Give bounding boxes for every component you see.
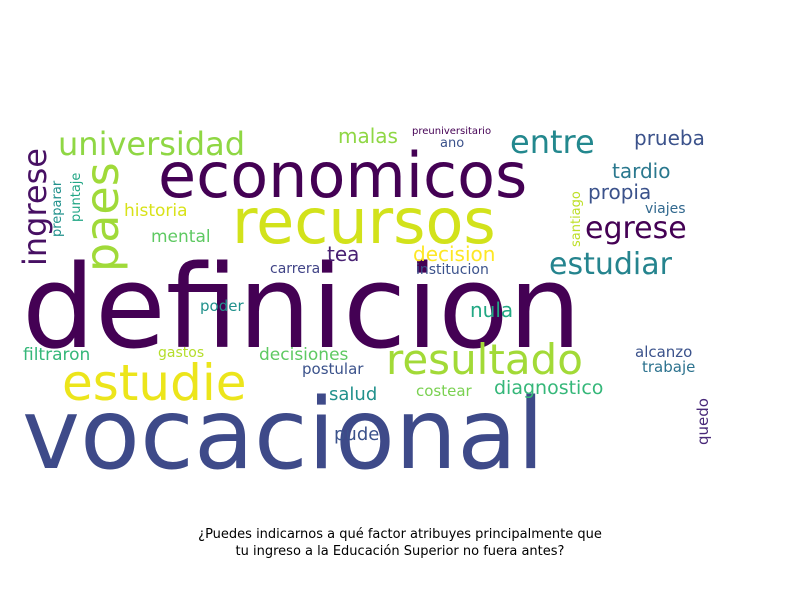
word-estudie: estudie — [62, 354, 247, 412]
word-postular: postular — [302, 360, 364, 378]
word-filtraron: filtraron — [23, 345, 90, 365]
word-diagnostico: diagnostico — [494, 377, 603, 399]
word-ingrese: ingrese — [16, 148, 54, 266]
word-poder: poder — [200, 297, 244, 315]
word-ano: ano — [440, 136, 464, 151]
word-carrera: carrera — [270, 261, 320, 277]
word-egrese: egrese — [585, 211, 687, 246]
word-universidad: universidad — [58, 125, 245, 163]
word-definicion: definicion — [22, 241, 581, 375]
word-puntaje: puntaje — [69, 173, 84, 222]
word-mental: mental — [151, 227, 211, 247]
word-alcanzo: alcanzo — [635, 343, 692, 361]
word-propia: propia — [588, 180, 651, 204]
caption-line-2: tu ingreso a la Educación Superior no fu… — [235, 544, 565, 559]
word-resultado: resultado — [386, 335, 583, 384]
word-preparar: preparar — [50, 180, 65, 237]
word-viajes: viajes — [645, 201, 686, 217]
word-preuniversitario: preuniversitario — [412, 126, 491, 137]
word-recursos: recursos — [232, 185, 496, 258]
word-decisiones: decisiones — [259, 345, 349, 365]
word-gastos: gastos — [158, 345, 204, 361]
word-tardio: tardio — [612, 159, 670, 183]
word-nula: nula — [470, 298, 513, 322]
word-historia: historia — [124, 201, 188, 221]
word-quedo: quedo — [694, 398, 712, 445]
word-tea: tea — [327, 242, 359, 266]
word-trabaje: trabaje — [642, 358, 695, 376]
word-institucion: institucion — [416, 262, 489, 278]
word-decision: decision — [413, 242, 495, 266]
word-estudiar: estudiar — [549, 247, 673, 282]
figure-caption: ¿Puedes indicarnos a qué factor atribuye… — [0, 526, 800, 560]
word-paes: paes — [75, 162, 129, 272]
word-malas: malas — [338, 124, 398, 148]
caption-line-1: ¿Puedes indicarnos a qué factor atribuye… — [198, 527, 602, 542]
word-economicos: economicos — [158, 139, 527, 212]
word-prueba: prueba — [634, 126, 705, 150]
word-costear: costear — [416, 382, 473, 400]
word-salud: salud — [329, 384, 377, 405]
word-vocacional: vocacional — [22, 378, 544, 492]
word-santiago: santiago — [569, 191, 584, 247]
word-pude: pude — [334, 424, 379, 445]
word-entre: entre — [510, 123, 595, 161]
